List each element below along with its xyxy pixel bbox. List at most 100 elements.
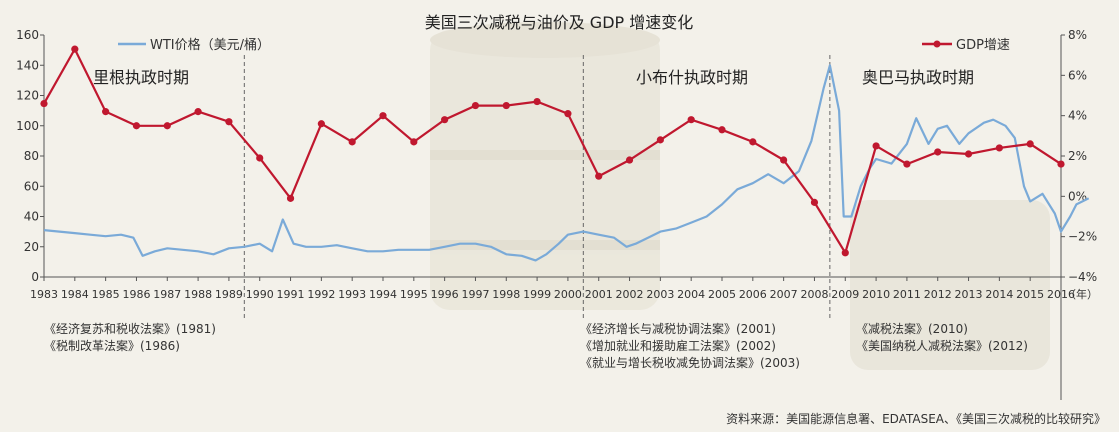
period-label-obama: 奥巴马执政时期: [862, 68, 974, 87]
x-tick-label: 1997: [461, 288, 489, 301]
law-bush-2: 《增加就业和援助雇工法案》(2002): [580, 338, 776, 353]
x-tick-label: 2000: [554, 288, 582, 301]
x-tick-label: 2003: [646, 288, 674, 301]
right-tick-label: 6%: [1068, 68, 1087, 82]
legend-wti-label: WTI价格（美元/桶）: [150, 37, 270, 53]
x-tick-label: 2014: [985, 288, 1013, 301]
gdp-point: [841, 249, 849, 257]
gdp-point: [71, 45, 79, 53]
left-tick-label: 20: [24, 240, 39, 254]
left-tick-label: 0: [31, 270, 39, 284]
gdp-point: [564, 110, 572, 118]
gdp-point: [317, 120, 325, 128]
left-tick-label: 160: [16, 28, 39, 42]
x-tick-label: 2016: [1047, 288, 1075, 301]
gdp-point: [40, 99, 48, 108]
wti-series: [43, 64, 1090, 262]
x-tick-label: 1985: [92, 288, 120, 301]
x-tick-label: 2006: [739, 288, 767, 301]
gdp-point: [810, 198, 819, 206]
x-tick-label: 2009: [831, 288, 859, 301]
left-y-axis: 0 20 40 60 80 100 120 140 160: [16, 28, 45, 284]
gdp-point: [163, 122, 171, 130]
gdp-point: [780, 156, 788, 164]
gdp-point: [1057, 160, 1065, 168]
gdp-point: [286, 194, 295, 202]
law-reagan-2: 《税制改革法案》(1986): [44, 338, 180, 353]
gdp-point: [132, 122, 141, 130]
x-tick-label: 1999: [523, 288, 551, 301]
legend-left: WTI价格（美元/桶）: [118, 37, 270, 53]
period-label-bush: 小布什执政时期: [636, 68, 748, 87]
x-tick-label: 1998: [492, 288, 520, 301]
gdp-point: [964, 150, 973, 158]
gdp-point: [471, 101, 480, 110]
gdp-point: [903, 160, 911, 168]
left-tick-label: 60: [24, 179, 39, 193]
gdp-point: [502, 101, 510, 110]
x-tick-label: 2013: [955, 288, 983, 301]
gdp-point: [656, 136, 664, 144]
x-tick-label: 2002: [616, 288, 644, 301]
source-note: 资料来源：美国能源信息署、EDATASEA、《美国三次减税的比较研究》: [726, 411, 1106, 426]
gdp-point: [687, 116, 695, 124]
gdp-point: [225, 118, 233, 126]
x-tick-label: 2015: [1016, 288, 1044, 301]
period-dividers: [243, 55, 831, 318]
legend-gdp-label: GDP增速: [956, 38, 1010, 53]
legend-right: GDP增速: [922, 38, 1010, 53]
left-tick-label: 80: [24, 149, 39, 163]
x-axis: 1983 1984 1985 1986 1987 1988 1989 1990 1991 1992…: [30, 276, 1098, 301]
period-label-reagan: 里根执政时期: [93, 68, 189, 87]
x-tick-label: 2011: [893, 288, 921, 301]
law-obama-2: 《美国纳税人减税法案》(2012): [856, 338, 1028, 353]
gdp-point: [533, 97, 541, 106]
right-tick-label: −2%: [1068, 230, 1097, 244]
gdp-point: [410, 138, 418, 146]
gdp-series: [40, 45, 1065, 257]
law-bush-1: 《经济增长与减税协调法案》(2001): [580, 321, 776, 336]
x-tick-label: 1993: [338, 288, 366, 301]
left-tick-label: 140: [16, 58, 39, 72]
x-tick-label: 1986: [122, 288, 150, 301]
x-tick-label: 1990: [246, 288, 274, 301]
gdp-point: [872, 142, 880, 150]
gdp-point: [256, 154, 264, 162]
x-tick-label: 1989: [215, 288, 243, 301]
left-tick-label: 120: [16, 89, 39, 103]
x-tick-label: 1984: [61, 288, 89, 301]
chart-title: 美国三次减税与油价及 GDP 增速变化: [425, 13, 694, 32]
x-tick-label: 1987: [153, 288, 181, 301]
x-axis-unit: （年）: [1065, 287, 1098, 301]
right-tick-label: 2%: [1068, 149, 1087, 163]
gdp-point: [102, 108, 110, 116]
x-tick-label: 2008: [800, 288, 828, 301]
law-bush-3: 《就业与增长税收减免协调法案》(2003): [580, 355, 800, 370]
gdp-point: [995, 144, 1003, 152]
left-tick-label: 100: [16, 119, 39, 133]
gdp-point: [595, 172, 603, 180]
x-tick-label: 1983: [30, 288, 58, 301]
right-tick-label: 4%: [1068, 109, 1087, 123]
gdp-point: [348, 138, 356, 146]
gdp-point: [379, 112, 387, 120]
gdp-point: [1026, 140, 1034, 148]
gdp-point: [934, 148, 942, 156]
left-tick-label: 40: [24, 210, 39, 224]
law-annotations: 《经济复苏和税收法案》(1981) 《税制改革法案》(1986) 《经济增长与减…: [44, 321, 1028, 370]
law-obama-1: 《减税法案》(2010): [856, 321, 968, 336]
x-tick-label: 1991: [277, 288, 305, 301]
wti-line: [43, 64, 1090, 262]
gdp-point: [625, 156, 634, 164]
law-reagan-1: 《经济复苏和税收法案》(1981): [44, 321, 216, 336]
x-tick-label: 2010: [862, 288, 890, 301]
x-tick-label: 2007: [770, 288, 798, 301]
x-tick-label: 2004: [677, 288, 705, 301]
gdp-point: [718, 126, 726, 134]
gdp-point: [194, 108, 202, 116]
x-tick-label: 2001: [585, 288, 613, 301]
x-tick-label: 2005: [708, 288, 736, 301]
x-tick-label: 1988: [184, 288, 212, 301]
right-y-axis: −4% −2% 0% 2% 4% 6% 8%: [1060, 28, 1097, 400]
right-tick-label: 8%: [1068, 28, 1087, 42]
